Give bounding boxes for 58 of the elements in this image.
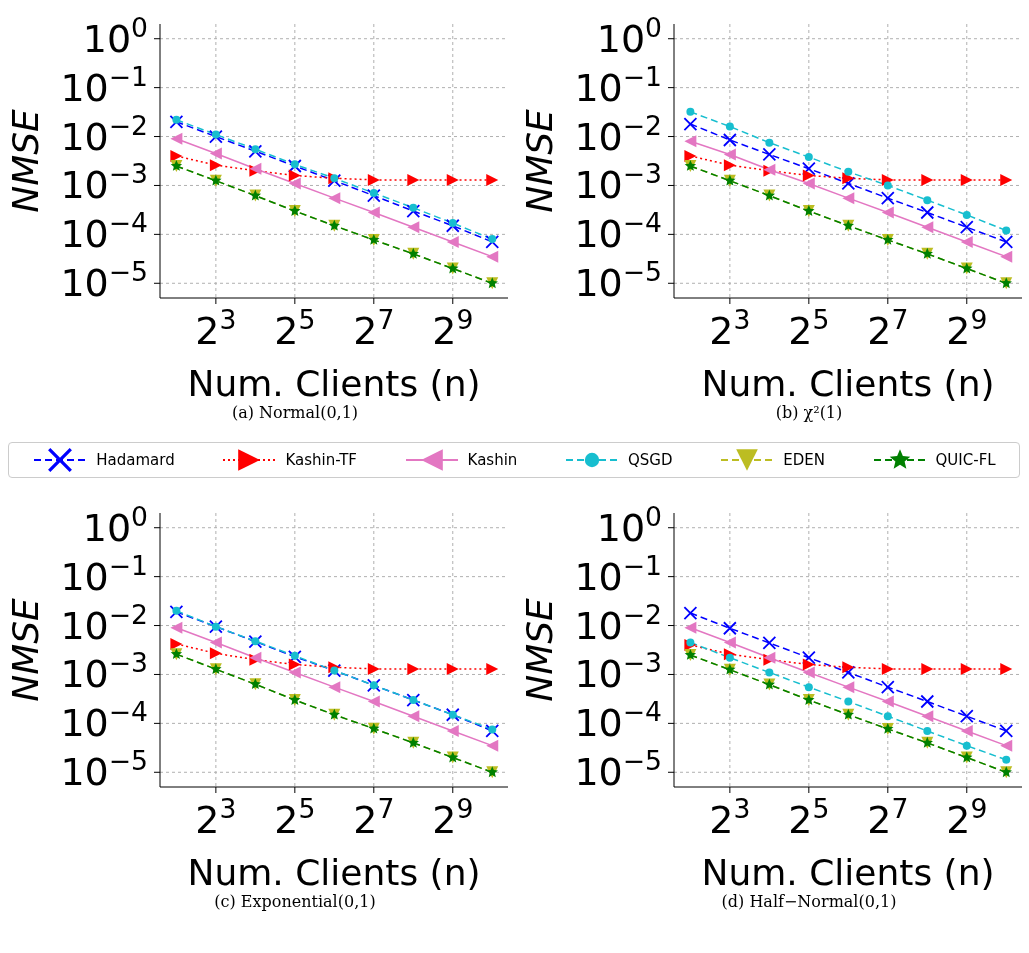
y-tick-label: 10$^{−1}$ — [574, 549, 662, 599]
x-tick-label: 2$^{3}$ — [709, 792, 751, 842]
y-axis-title: NMSE — [5, 597, 46, 702]
x-tick-label: 2$^{5}$ — [788, 303, 830, 353]
x-tick-label: 2$^{7}$ — [353, 303, 395, 353]
x-tick-label: 2$^{9}$ — [946, 303, 988, 353]
y-tick-label: 10$^{−1}$ — [574, 60, 662, 110]
legend-label: Kashin-TF — [285, 450, 357, 469]
y-tick-label: 10$^{−5}$ — [574, 255, 662, 306]
y-tick-label: 10$^{−2}$ — [574, 109, 662, 159]
x-tick-label: 2$^{3}$ — [709, 303, 751, 353]
x-tick-label: 2$^{7}$ — [867, 792, 909, 842]
y-tick-label: 10$^{−1}$ — [60, 549, 148, 599]
x-tick-label: 2$^{9}$ — [432, 792, 474, 842]
y-tick-label: 10$^{−4}$ — [60, 206, 148, 257]
legend-label: Kashin — [467, 450, 518, 469]
text: (a) Normal(0,1) — [230, 403, 360, 422]
y-tick-label: 10$^{−5}$ — [574, 744, 662, 795]
y-tick-label: 10$^{−3}$ — [574, 157, 662, 208]
y-tick-label: 10$^{−5}$ — [60, 255, 148, 306]
x-axis-title: Num. Clients (n) — [187, 363, 481, 404]
legend-label: QSGD — [628, 450, 673, 469]
y-tick-label: 10$^{−4}$ — [574, 695, 662, 746]
y-tick-label: 10$^{−5}$ — [60, 744, 148, 795]
y-tick-label: 10$^{−2}$ — [60, 109, 148, 159]
y-axis-title: NMSE — [519, 597, 560, 702]
y-tick-label: 10$^{−2}$ — [60, 598, 148, 648]
legend-label: EDEN — [783, 450, 825, 469]
text: (d) Half−Normal(0,1) — [720, 892, 898, 911]
x-tick-label: 2$^{9}$ — [432, 303, 474, 353]
y-tick-label: 10$^{−4}$ — [60, 695, 148, 746]
y-tick-label: 10$^{0}$ — [596, 11, 662, 61]
y-tick-label: 10$^{−1}$ — [60, 60, 148, 110]
x-tick-label: 2$^{5}$ — [274, 792, 316, 842]
y-tick-label: 10$^{0}$ — [596, 500, 662, 550]
y-tick-label: 10$^{−3}$ — [60, 157, 148, 208]
x-tick-label: 2$^{5}$ — [274, 303, 316, 353]
x-tick-label: 2$^{7}$ — [353, 792, 395, 842]
y-tick-label: 10$^{0}$ — [82, 11, 148, 61]
y-axis-title: NMSE — [5, 108, 46, 213]
y-tick-label: 10$^{−3}$ — [574, 646, 662, 697]
legend-label: Hadamard — [96, 450, 175, 469]
x-tick-label: 2$^{9}$ — [946, 792, 988, 842]
x-tick-label: 2$^{3}$ — [195, 303, 237, 353]
text: (c) Exponential(0,1) — [213, 892, 377, 911]
x-axis-title: Num. Clients (n) — [701, 852, 995, 893]
x-tick-label: 2$^{7}$ — [867, 303, 909, 353]
y-tick-label: 10$^{−2}$ — [574, 598, 662, 648]
y-tick-label: 10$^{0}$ — [82, 500, 148, 550]
legend-label: QUIC-FL — [935, 450, 996, 469]
y-axis-title: NMSE — [519, 108, 560, 213]
y-tick-label: 10$^{−4}$ — [574, 206, 662, 257]
x-axis-title: Num. Clients (n) — [187, 852, 481, 893]
x-tick-label: 2$^{5}$ — [788, 792, 830, 842]
y-tick-label: 10$^{−3}$ — [60, 646, 148, 697]
text: (b) χ²(1) — [774, 403, 844, 422]
x-tick-label: 2$^{3}$ — [195, 792, 237, 842]
x-axis-title: Num. Clients (n) — [701, 363, 995, 404]
